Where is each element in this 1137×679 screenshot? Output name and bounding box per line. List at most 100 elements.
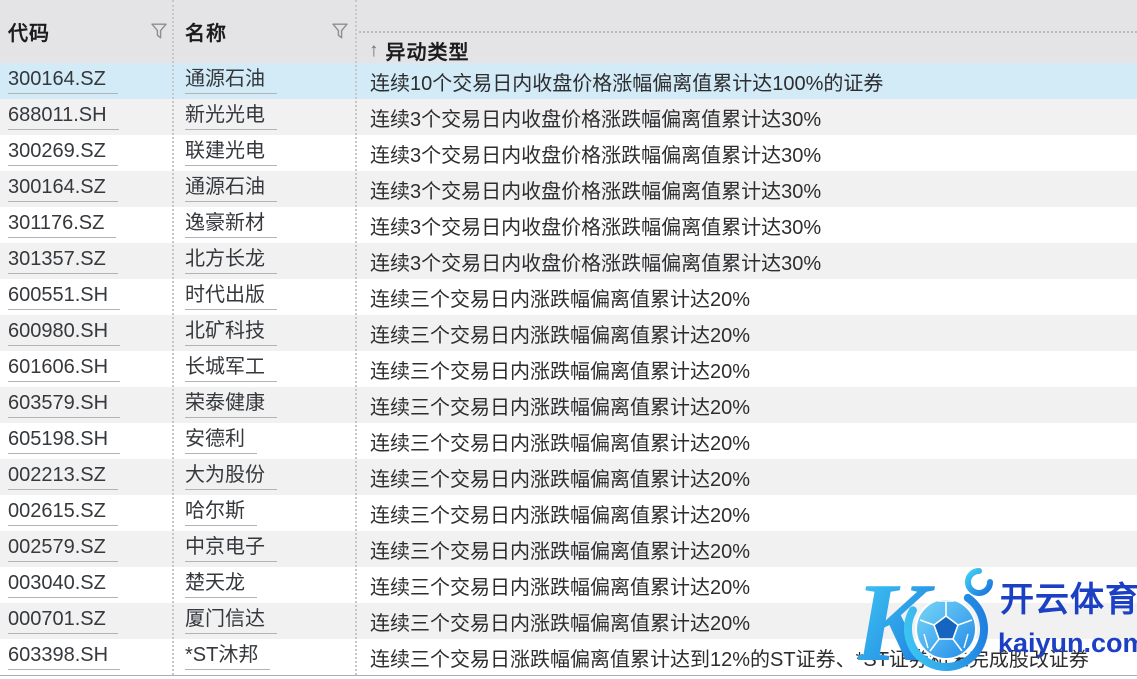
stock-name-link[interactable]: *ST沐邦: [185, 644, 271, 670]
code-cell: 603398.SH: [0, 639, 173, 675]
table-row[interactable]: 300164.SZ 通源石油 连续3个交易日内收盘价格涨跌幅偏离值累计达30%: [0, 171, 1137, 207]
filter-funnel-icon[interactable]: [151, 23, 167, 40]
name-cell: 安德利: [173, 423, 356, 459]
stock-code-link[interactable]: 003040.SZ: [8, 572, 118, 598]
movement-type-text: 连续10个交易日内收盘价格涨幅偏离值累计达100%的证券: [370, 72, 884, 95]
movement-type-text: 连续三个交易日内涨跌幅偏离值累计达20%: [370, 324, 751, 347]
movement-type-cell: 连续三个交易日内涨跌幅偏离值累计达20%: [356, 387, 1137, 423]
name-cell: 中京电子: [173, 531, 356, 567]
stock-name-link[interactable]: 北矿科技: [185, 320, 277, 346]
table-row[interactable]: 688011.SH 新光光电 连续3个交易日内收盘价格涨跌幅偏离值累计达30%: [0, 99, 1137, 135]
name-cell: 北方长龙: [173, 243, 356, 279]
table-bottom-border: [0, 675, 1137, 676]
name-cell: 厦门信达: [173, 603, 356, 639]
movement-type-cell: 连续三个交易日内涨跌幅偏离值累计达20%: [356, 279, 1137, 315]
column-header-code[interactable]: 代码: [0, 0, 173, 63]
stock-name-link[interactable]: 楚天龙: [185, 572, 257, 598]
stock-name-link[interactable]: 通源石油: [185, 176, 277, 202]
table-body: 300164.SZ 通源石油 连续10个交易日内收盘价格涨幅偏离值累计达100%的证…: [0, 63, 1137, 675]
movement-type-cell: 连续三个交易日内涨跌幅偏离值累计达20%: [356, 423, 1137, 459]
movement-type-text: 连续三个交易日内涨跌幅偏离值累计达20%: [370, 288, 751, 311]
stock-name-link[interactable]: 哈尔斯: [185, 500, 257, 526]
movement-type-cell: 连续3个交易日内收盘价格涨跌幅偏离值累计达30%: [356, 243, 1137, 279]
stock-code-link[interactable]: 300269.SZ: [8, 140, 118, 166]
code-cell: 301357.SZ: [0, 243, 173, 279]
stock-name-link[interactable]: 大为股份: [185, 464, 277, 490]
table-row[interactable]: 002579.SZ 中京电子 连续三个交易日内涨跌幅偏离值累计达20%: [0, 531, 1137, 567]
stock-code-link[interactable]: 300164.SZ: [8, 68, 118, 94]
stock-name-link[interactable]: 新光光电: [185, 104, 277, 130]
table-row[interactable]: 002213.SZ 大为股份 连续三个交易日内涨跌幅偏离值累计达20%: [0, 459, 1137, 495]
movement-type-cell: 连续3个交易日内收盘价格涨跌幅偏离值累计达30%: [356, 99, 1137, 135]
table-row[interactable]: 600980.SH 北矿科技 连续三个交易日内涨跌幅偏离值累计达20%: [0, 315, 1137, 351]
movement-type-text: 连续3个交易日内收盘价格涨跌幅偏离值累计达30%: [370, 216, 822, 239]
code-cell: 000701.SZ: [0, 603, 173, 639]
column-divider: [355, 0, 357, 675]
table-row[interactable]: 002615.SZ 哈尔斯 连续三个交易日内涨跌幅偏离值累计达20%: [0, 495, 1137, 531]
stock-code-link[interactable]: 301357.SZ: [8, 248, 118, 274]
stock-code-link[interactable]: 002615.SZ: [8, 500, 118, 526]
stock-code-link[interactable]: 605198.SH: [8, 428, 121, 454]
table-row[interactable]: 603579.SH 荣泰健康 连续三个交易日内涨跌幅偏离值累计达20%: [0, 387, 1137, 423]
stock-code-link[interactable]: 002213.SZ: [8, 464, 118, 490]
table-row[interactable]: 300164.SZ 通源石油 连续10个交易日内收盘价格涨幅偏离值累计达100%的证…: [0, 63, 1137, 99]
code-cell: 300269.SZ: [0, 135, 173, 171]
table-row[interactable]: 600551.SH 时代出版 连续三个交易日内涨跌幅偏离值累计达20%: [0, 279, 1137, 315]
filter-funnel-icon[interactable]: [332, 23, 348, 40]
movement-type-text: 连续三个交易日内涨跌幅偏离值累计达20%: [370, 504, 751, 527]
name-cell: 通源石油: [173, 171, 356, 207]
stock-code-link[interactable]: 600980.SH: [8, 320, 121, 346]
stock-code-link[interactable]: 688011.SH: [8, 104, 119, 130]
stock-code-link[interactable]: 002579.SZ: [8, 536, 118, 562]
column-header-type-label: 异动类型: [385, 42, 470, 64]
movement-type-cell: 连续3个交易日内收盘价格涨跌幅偏离值累计达30%: [356, 171, 1137, 207]
code-cell: 002213.SZ: [0, 459, 173, 495]
stock-code-link[interactable]: 000701.SZ: [8, 608, 118, 634]
stock-code-link[interactable]: 603398.SH: [8, 644, 121, 670]
code-cell: 601606.SH: [0, 351, 173, 387]
movement-type-cell: 连续三个交易日内涨跌幅偏离值累计达20%: [356, 315, 1137, 351]
name-cell: 通源石油: [173, 63, 356, 99]
stock-name-link[interactable]: 中京电子: [185, 536, 277, 562]
table-row[interactable]: 601606.SH 长城军工 连续三个交易日内涨跌幅偏离值累计达20%: [0, 351, 1137, 387]
table-row[interactable]: 603398.SH *ST沐邦 连续三个交易日涨跌幅偏离值累计达到12%的ST证券、…: [0, 639, 1137, 675]
table-row[interactable]: 301357.SZ 北方长龙 连续3个交易日内收盘价格涨跌幅偏离值累计达30%: [0, 243, 1137, 279]
movement-type-text: 连续三个交易日内涨跌幅偏离值累计达20%: [370, 540, 751, 563]
name-cell: 长城军工: [173, 351, 356, 387]
stock-code-link[interactable]: 301176.SZ: [8, 212, 117, 238]
table-row[interactable]: 605198.SH 安德利 连续三个交易日内涨跌幅偏离值累计达20%: [0, 423, 1137, 459]
stock-name-link[interactable]: 通源石油: [185, 68, 277, 94]
code-cell: 603579.SH: [0, 387, 173, 423]
column-header-code-label: 代码: [8, 23, 50, 45]
stock-code-link[interactable]: 603579.SH: [8, 392, 121, 418]
column-header-type[interactable]: ↑ 异动类型: [356, 0, 1137, 64]
code-cell: 600551.SH: [0, 279, 173, 315]
movement-type-cell: 连续10个交易日内收盘价格涨幅偏离值累计达100%的证券: [356, 63, 1137, 99]
table-row[interactable]: 300269.SZ 联建光电 连续3个交易日内收盘价格涨跌幅偏离值累计达30%: [0, 135, 1137, 171]
stock-code-link[interactable]: 300164.SZ: [8, 176, 118, 202]
stock-code-link[interactable]: 600551.SH: [8, 284, 121, 310]
stock-name-link[interactable]: 逸豪新材: [185, 212, 277, 238]
name-cell: 新光光电: [173, 99, 356, 135]
name-cell: 大为股份: [173, 459, 356, 495]
stock-name-link[interactable]: 荣泰健康: [185, 392, 277, 418]
stock-name-link[interactable]: 长城军工: [185, 356, 277, 382]
code-cell: 301176.SZ: [0, 207, 173, 243]
table-row[interactable]: 000701.SZ 厦门信达 连续三个交易日内涨跌幅偏离值累计达20%: [0, 603, 1137, 639]
stock-name-link[interactable]: 时代出版: [185, 284, 277, 310]
name-cell: 楚天龙: [173, 567, 356, 603]
movement-type-text: 连续3个交易日内收盘价格涨跌幅偏离值累计达30%: [370, 144, 822, 167]
movement-type-text: 连续三个交易日内涨跌幅偏离值累计达20%: [370, 468, 751, 491]
stock-name-link[interactable]: 北方长龙: [185, 248, 277, 274]
stock-name-link[interactable]: 联建光电: [185, 140, 277, 166]
movement-type-text: 连续三个交易日内涨跌幅偏离值累计达20%: [370, 396, 751, 419]
column-header-name[interactable]: 名称: [173, 0, 356, 63]
stock-name-link[interactable]: 厦门信达: [185, 608, 277, 634]
table-row[interactable]: 301176.SZ 逸豪新材 连续3个交易日内收盘价格涨跌幅偏离值累计达30%: [0, 207, 1137, 243]
table-row[interactable]: 003040.SZ 楚天龙 连续三个交易日内涨跌幅偏离值累计达20%: [0, 567, 1137, 603]
movement-type-cell: 连续三个交易日内涨跌幅偏离值累计达20%: [356, 459, 1137, 495]
stock-code-link[interactable]: 601606.SH: [8, 356, 121, 382]
stock-name-link[interactable]: 安德利: [185, 428, 257, 454]
movement-type-text: 连续三个交易日内涨跌幅偏离值累计达20%: [370, 612, 751, 635]
movement-type-text: 连续三个交易日内涨跌幅偏离值累计达20%: [370, 360, 751, 383]
